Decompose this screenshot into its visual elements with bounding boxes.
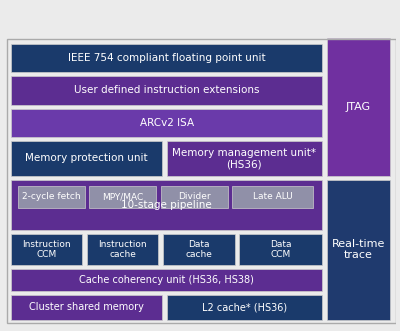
FancyBboxPatch shape — [18, 186, 85, 208]
Text: MPY/MAC: MPY/MAC — [102, 192, 143, 202]
FancyBboxPatch shape — [327, 180, 390, 320]
FancyBboxPatch shape — [232, 186, 313, 208]
FancyBboxPatch shape — [87, 234, 158, 265]
Text: Instruction
CCM: Instruction CCM — [22, 240, 71, 259]
Text: Real-time
trace: Real-time trace — [332, 239, 385, 260]
FancyBboxPatch shape — [11, 44, 322, 72]
Text: L2 cache* (HS36): L2 cache* (HS36) — [202, 303, 287, 312]
Text: IEEE 754 compliant floating point unit: IEEE 754 compliant floating point unit — [68, 53, 265, 63]
Text: Data
cache: Data cache — [186, 240, 212, 259]
FancyBboxPatch shape — [11, 295, 162, 320]
Text: Data
CCM: Data CCM — [270, 240, 292, 259]
FancyBboxPatch shape — [11, 180, 322, 230]
Text: User defined instruction extensions: User defined instruction extensions — [74, 85, 259, 95]
FancyBboxPatch shape — [89, 186, 156, 208]
FancyBboxPatch shape — [239, 234, 322, 265]
FancyBboxPatch shape — [327, 38, 390, 176]
FancyBboxPatch shape — [166, 295, 322, 320]
FancyBboxPatch shape — [11, 76, 322, 105]
Text: Late ALU: Late ALU — [253, 192, 292, 202]
FancyBboxPatch shape — [163, 234, 234, 265]
Text: Cluster shared memory: Cluster shared memory — [29, 303, 144, 312]
Text: Instruction
cache: Instruction cache — [98, 240, 147, 259]
FancyBboxPatch shape — [11, 141, 162, 176]
FancyBboxPatch shape — [11, 269, 322, 291]
FancyBboxPatch shape — [161, 186, 228, 208]
Text: 2-cycle fetch: 2-cycle fetch — [22, 192, 80, 202]
Text: Divider: Divider — [178, 192, 210, 202]
Text: Memory protection unit: Memory protection unit — [25, 153, 148, 164]
Text: ARCv2 ISA: ARCv2 ISA — [140, 118, 194, 128]
Text: 10-stage pipeline: 10-stage pipeline — [121, 200, 212, 210]
Text: Cache coherency unit (HS36, HS38): Cache coherency unit (HS36, HS38) — [79, 275, 254, 285]
FancyBboxPatch shape — [11, 234, 82, 265]
FancyBboxPatch shape — [11, 109, 322, 137]
Text: Memory management unit*
(HS36): Memory management unit* (HS36) — [172, 148, 316, 169]
FancyBboxPatch shape — [166, 141, 322, 176]
Text: JTAG: JTAG — [346, 102, 371, 112]
